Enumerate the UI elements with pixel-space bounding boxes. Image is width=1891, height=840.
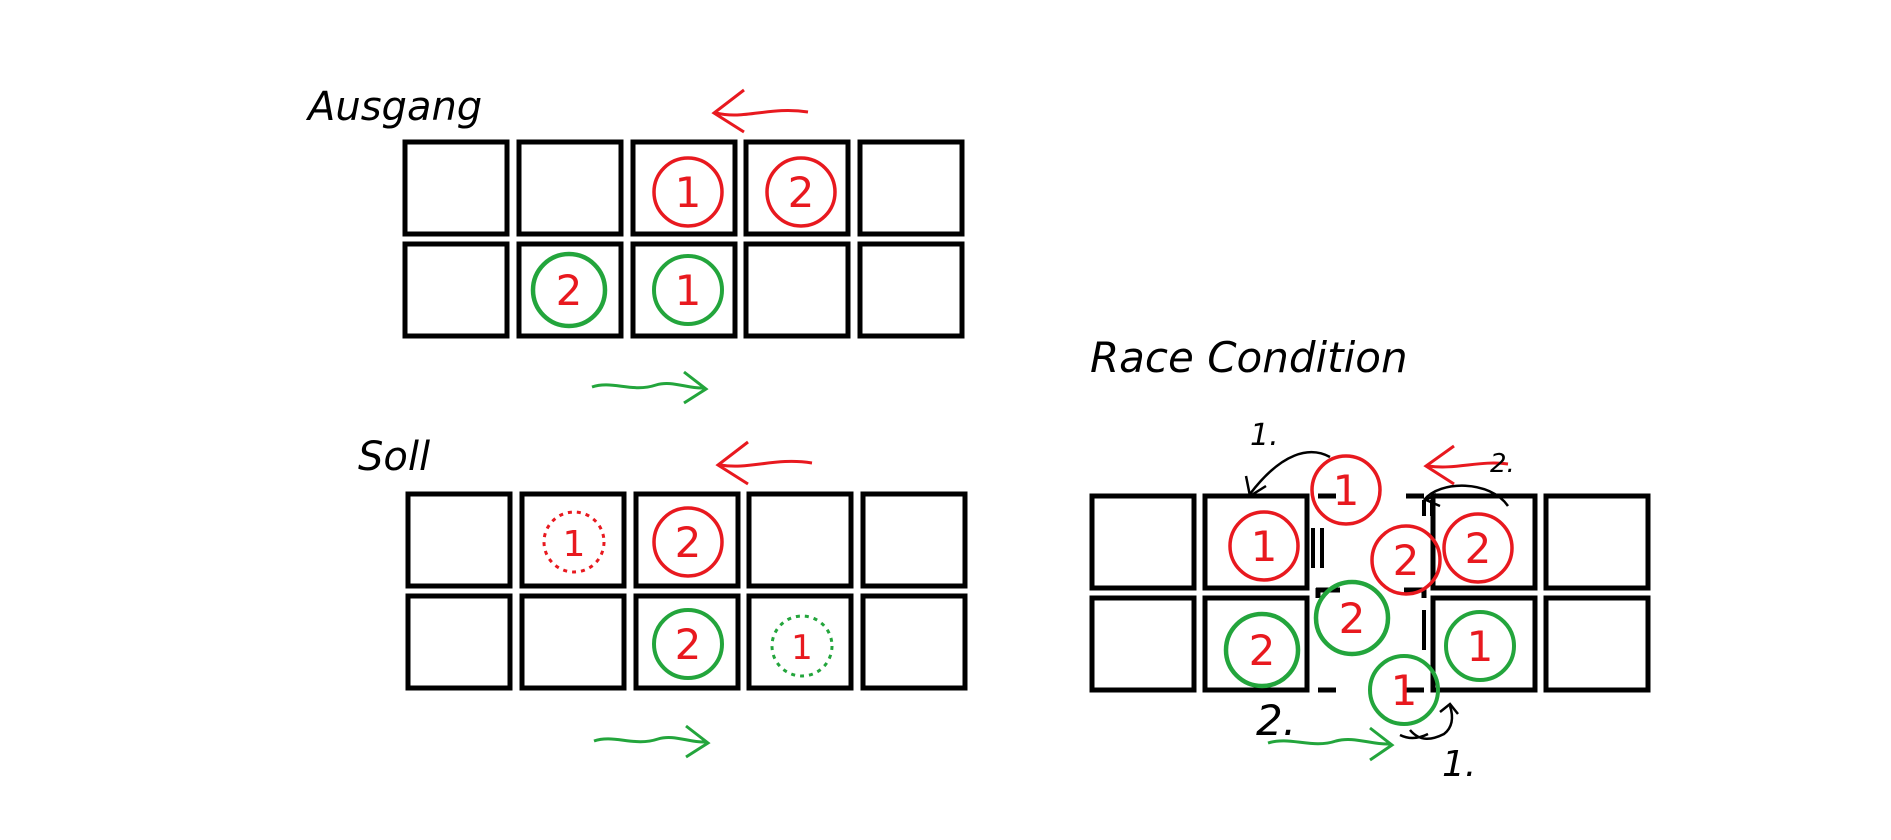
race-red-arrow-left: [1423, 444, 1509, 486]
cell: [1089, 493, 1197, 591]
ausgang-green-token-1: 1: [652, 254, 724, 326]
ausgang-red-token-2: 2: [765, 156, 837, 228]
cell: [746, 491, 854, 589]
cell: [857, 139, 965, 237]
race-grid: [1089, 493, 1651, 693]
ausgang-title: Ausgang: [305, 84, 482, 130]
cell: [516, 139, 624, 237]
svg-text:2: 2: [675, 518, 702, 567]
svg-text:1: 1: [1467, 622, 1494, 671]
race-green-token-1-cell: 1: [1444, 610, 1516, 682]
svg-text:2: 2: [1393, 536, 1420, 585]
race-green-token-1-moving: 1: [1368, 654, 1440, 726]
cell: [860, 491, 968, 589]
svg-text:2: 2: [1339, 594, 1366, 643]
cell: [519, 491, 627, 589]
cell: [746, 593, 854, 691]
svg-text:1: 1: [1391, 666, 1418, 715]
cell: [633, 491, 741, 589]
race-block-markers: [1311, 500, 1435, 650]
cell: [633, 593, 741, 691]
svg-text:1: 1: [675, 266, 702, 315]
soll-bottom-lane: [405, 593, 968, 691]
race-step-arrows: [1244, 450, 1510, 740]
panel-race-condition: Race Condition: [1089, 333, 1651, 785]
race-red-token-1-moving: 1: [1310, 454, 1382, 526]
race-title: Race Condition: [1090, 333, 1408, 382]
panel-soll: Soll 1 2 2: [358, 434, 968, 759]
cell: [519, 593, 627, 691]
cell: [743, 139, 851, 237]
race-green-token-2-cell: 2: [1223, 611, 1301, 689]
svg-text:1: 1: [791, 628, 813, 668]
race-red-token-1-cell: 1: [1228, 510, 1300, 582]
race-red-token-2-moving: 2: [1370, 524, 1442, 596]
soll-top-lane: [405, 491, 968, 589]
panel-ausgang: Ausgang 1 2: [305, 84, 965, 405]
svg-text:1: 1: [563, 524, 586, 565]
soll-red-arrow-left: [715, 440, 813, 486]
cell: [405, 491, 513, 589]
race-red-token-2-cell: 2: [1442, 512, 1514, 584]
svg-text:2: 2: [788, 168, 815, 217]
soll-title: Soll: [358, 434, 430, 480]
soll-green-token-2: 2: [652, 608, 724, 680]
ausgang-green-token-2: 2: [530, 251, 608, 329]
cell: [860, 593, 968, 691]
race-green-arrow-right: [1267, 726, 1395, 762]
cell: [402, 241, 510, 339]
cell: [405, 593, 513, 691]
race-green-token-2-moving: 2: [1313, 579, 1391, 657]
svg-text:1: 1: [1251, 522, 1278, 571]
cell: [402, 139, 510, 237]
soll-green-arrow-right: [593, 724, 711, 759]
race-step-2-top-label: 2.: [1490, 449, 1515, 479]
ausgang-red-token-1: 1: [652, 156, 724, 228]
cell: [857, 241, 965, 339]
svg-text:1: 1: [1333, 466, 1360, 515]
svg-text:2: 2: [1465, 524, 1492, 573]
ausgang-top-lane: [402, 139, 965, 237]
svg-text:1: 1: [675, 168, 702, 217]
svg-text:2: 2: [556, 266, 583, 315]
cell: [630, 139, 738, 237]
ausgang-green-arrow-right: [591, 370, 709, 405]
ausgang-bottom-lane: [402, 241, 965, 339]
ausgang-red-arrow-left: [711, 88, 809, 134]
soll-red-token-2: 2: [652, 506, 724, 578]
soll-red-token-1-ghost: 1: [542, 510, 606, 574]
cell: [630, 241, 738, 339]
cell: [1543, 493, 1651, 591]
cell: [743, 241, 851, 339]
cell: [516, 241, 624, 339]
cell: [1202, 493, 1310, 591]
svg-text:2: 2: [675, 620, 702, 669]
race-step-1-top-label: 1.: [1250, 418, 1279, 453]
cell: [1543, 595, 1651, 693]
race-step-2-bottom-label: 2.: [1256, 696, 1296, 745]
svg-text:2: 2: [1249, 626, 1276, 675]
race-step-1-bottom-label: 1.: [1442, 744, 1476, 785]
soll-green-token-1-ghost: 1: [770, 614, 834, 678]
cell: [1089, 595, 1197, 693]
cell: [1202, 595, 1310, 693]
